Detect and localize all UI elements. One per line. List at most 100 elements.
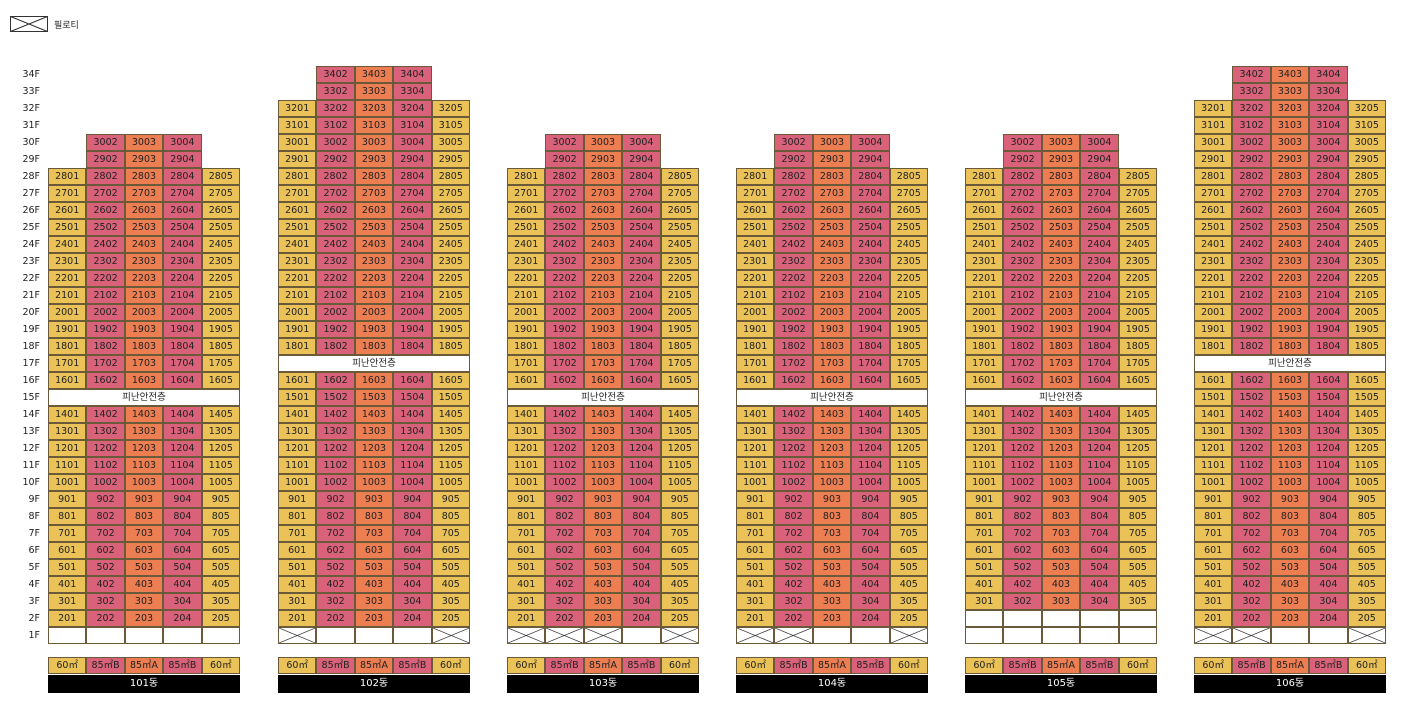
unit-cell: 1901 [965,321,1004,338]
unit-cell: 2605 [431,202,470,219]
unit-cell: 1804 [393,338,432,355]
unit-cell: 303 [1041,593,1081,610]
unit-cell: 604 [1309,542,1348,559]
empty-cell [124,627,164,644]
unit-cell: 2103 [1041,287,1081,304]
unit-cell: 505 [889,559,928,576]
unit-cell: 503 [354,559,394,576]
unit-cell: 2001 [1194,304,1233,321]
unit-cell: 2104 [622,287,661,304]
unit-cell: 2202 [774,270,813,287]
unit-cell: 2402 [545,236,584,253]
unit-cell: 801 [278,508,317,525]
unit-cell: 3205 [1347,100,1386,117]
unit-cell: 1101 [965,457,1004,474]
empty-cell [354,627,394,644]
unit-cell: 1805 [201,338,240,355]
unit-cell: 3003 [1270,134,1310,151]
unit-cell: 3303 [354,83,394,100]
unit-cell: 1102 [86,457,125,474]
unit-cell: 2205 [660,270,699,287]
unit-cell: 1204 [851,440,890,457]
unit-cell: 2203 [1041,270,1081,287]
unit-cell: 402 [1232,576,1271,593]
unit-cell: 1603 [583,372,623,389]
unit-cell: 1204 [1309,440,1348,457]
unit-cell: 1703 [124,355,164,372]
unit-cell: 704 [1080,525,1119,542]
unit-cell: 2302 [316,253,355,270]
unit-cell: 1201 [736,440,775,457]
legend-label: 필로티 [54,20,79,31]
unit-cell: 3002 [545,134,584,151]
unit-cell: 602 [1232,542,1271,559]
unit-cell: 2603 [583,202,623,219]
unit-cell: 1802 [545,338,584,355]
unit-cell: 1804 [163,338,202,355]
unit-cell: 1801 [1194,338,1233,355]
unit-cell: 1305 [660,423,699,440]
unit-cell: 803 [124,508,164,525]
unit-cell: 3101 [278,117,317,134]
unit-cell: 2303 [124,253,164,270]
floor-label: 21F [22,290,40,301]
unit-cell: 3205 [431,100,470,117]
empty-cell [965,610,1004,627]
unit-cell: 2402 [1003,236,1042,253]
unit-cell: 2103 [354,287,394,304]
unit-cell: 2701 [48,185,87,202]
unit-cell: 2803 [583,168,623,185]
empty-cell [1003,610,1042,627]
unit-cell: 601 [736,542,775,559]
floor-label: 14F [22,409,40,420]
unit-cell: 2502 [774,219,813,236]
unit-cell: 1105 [201,457,240,474]
unit-cell: 1101 [1194,457,1233,474]
unit-cell: 902 [316,491,355,508]
x-box-icon [10,16,48,32]
unit-cell: 1904 [622,321,661,338]
unit-cell: 1204 [622,440,661,457]
unit-cell: 1803 [354,338,394,355]
unit-cell: 1601 [1194,372,1233,389]
unit-cell: 1305 [1118,423,1157,440]
unit-cell: 404 [163,576,202,593]
unit-cell: 502 [1232,559,1271,576]
unit-type-label: 85㎡B [1080,657,1119,674]
unit-cell: 303 [124,593,164,610]
unit-cell: 1201 [965,440,1004,457]
unit-cell: 301 [1194,593,1233,610]
unit-cell: 2104 [851,287,890,304]
unit-cell: 2304 [163,253,202,270]
unit-cell: 2404 [851,236,890,253]
unit-type-label: 85㎡B [316,657,355,674]
floor-label: 3F [28,596,40,607]
floor-label: 12F [22,443,40,454]
unit-cell: 2601 [965,202,1004,219]
unit-cell: 603 [812,542,852,559]
unit-cell: 2402 [316,236,355,253]
unit-cell: 503 [583,559,623,576]
unit-cell: 2604 [163,202,202,219]
unit-cell: 2105 [889,287,928,304]
floor-label: 1F [28,630,40,641]
empty-cell [1041,610,1081,627]
unit-cell: 2604 [1080,202,1119,219]
unit-cell: 304 [1309,593,1348,610]
unit-cell: 703 [812,525,852,542]
unit-cell: 1901 [278,321,317,338]
unit-cell: 402 [316,576,355,593]
unit-cell: 703 [124,525,164,542]
unit-cell: 2105 [1118,287,1157,304]
unit-cell: 1205 [660,440,699,457]
unit-cell: 1102 [545,457,584,474]
unit-cell: 1901 [507,321,546,338]
unit-cell: 3001 [278,134,317,151]
unit-cell: 1003 [1041,474,1081,491]
unit-cell: 2304 [851,253,890,270]
unit-cell: 2705 [201,185,240,202]
unit-cell: 602 [316,542,355,559]
unit-cell: 2302 [774,253,813,270]
unit-cell: 1001 [278,474,317,491]
unit-cell: 501 [1194,559,1233,576]
